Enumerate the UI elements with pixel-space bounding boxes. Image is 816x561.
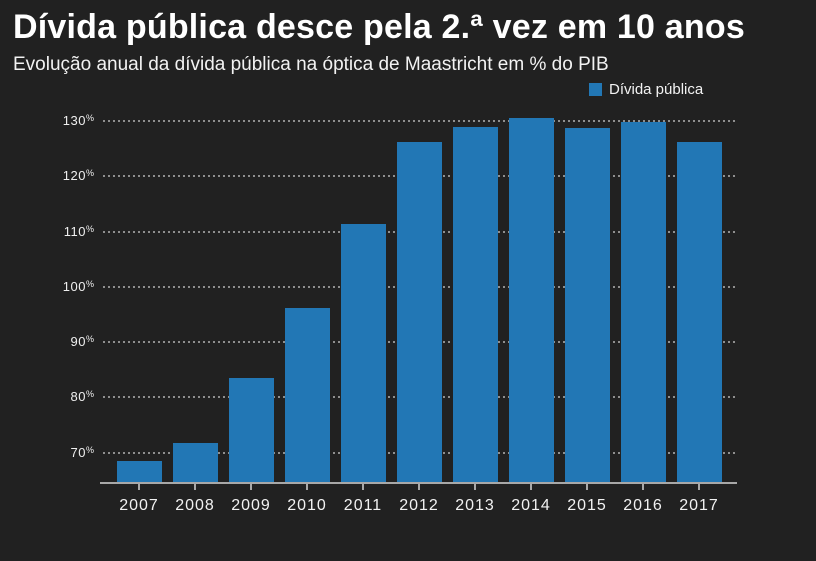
y-axis-label-120: 120% bbox=[62, 168, 94, 184]
x-axis-label-2014: 2014 bbox=[511, 497, 551, 514]
x-axis-tick-2011 bbox=[362, 483, 364, 490]
bar-2011 bbox=[340, 223, 386, 483]
x-axis-label-2011: 2011 bbox=[343, 497, 383, 514]
chart-title: Dívida pública desce pela 2.ª vez em 10 … bbox=[13, 8, 745, 46]
legend: Dívida pública bbox=[589, 80, 704, 98]
x-axis-tick-2010 bbox=[306, 483, 308, 490]
x-axis-label-2008: 2008 bbox=[175, 497, 215, 514]
bar-2010 bbox=[284, 307, 330, 483]
x-axis-tick-2009 bbox=[250, 483, 252, 490]
x-axis-label-2007: 2007 bbox=[119, 497, 159, 514]
x-axis-tick-2016 bbox=[642, 483, 644, 490]
bar-2015 bbox=[564, 127, 610, 483]
bar-2009 bbox=[228, 377, 274, 483]
x-axis-label-2017: 2017 bbox=[679, 497, 719, 514]
x-axis-line bbox=[100, 482, 737, 484]
x-axis-label-2015: 2015 bbox=[567, 497, 607, 514]
gridline-130 bbox=[103, 120, 737, 123]
x-axis-label-2012: 2012 bbox=[399, 497, 439, 514]
bar-2012 bbox=[396, 142, 442, 483]
bar-2013 bbox=[452, 126, 498, 483]
legend-label: Dívida pública bbox=[609, 80, 704, 98]
bar-2017 bbox=[676, 142, 722, 483]
x-axis-tick-2008 bbox=[194, 483, 196, 490]
x-axis-tick-2017 bbox=[698, 483, 700, 490]
y-axis-label-70: 70% bbox=[70, 444, 94, 460]
bar-2016 bbox=[620, 121, 666, 483]
x-axis-label-2009: 2009 bbox=[231, 497, 271, 514]
plot-area: 70% 80% 90% 100% 110% 120% 130% 2007 2008 2009 201… bbox=[63, 110, 737, 514]
bar-2014 bbox=[508, 117, 554, 483]
x-axis-tick-2014 bbox=[530, 483, 532, 490]
y-axis-label-100: 100% bbox=[62, 278, 94, 294]
x-axis-tick-2012 bbox=[418, 483, 420, 490]
x-axis-label-2013: 2013 bbox=[455, 497, 495, 514]
y-axis-label-130: 130% bbox=[62, 113, 94, 129]
legend-color-swatch bbox=[589, 82, 602, 96]
bar-2007 bbox=[116, 461, 162, 483]
x-axis-label-2010: 2010 bbox=[287, 497, 327, 514]
x-axis-label-2016: 2016 bbox=[623, 497, 663, 514]
x-axis-tick-2013 bbox=[474, 483, 476, 490]
y-axis-label-90: 90% bbox=[70, 334, 94, 350]
bar-2008 bbox=[172, 443, 218, 483]
x-axis-tick-2015 bbox=[586, 483, 588, 490]
y-axis-label-80: 80% bbox=[70, 389, 94, 405]
chart-subtitle: Evolução anual da dívida pública na ópti… bbox=[13, 54, 609, 75]
x-axis-tick-2007 bbox=[138, 483, 140, 490]
y-axis-label-110: 110% bbox=[63, 223, 94, 239]
